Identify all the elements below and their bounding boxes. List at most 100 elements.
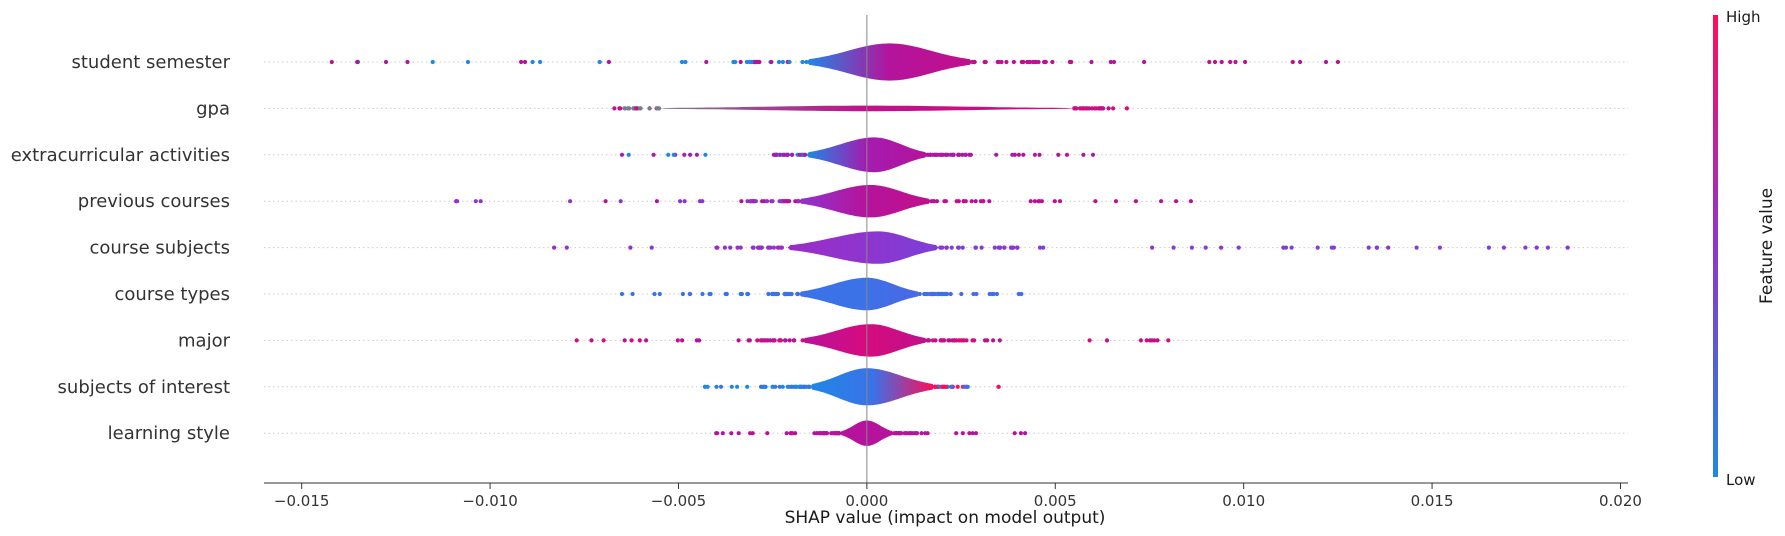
shap-point — [538, 59, 543, 65]
shap-point — [769, 59, 774, 65]
shap-point — [982, 59, 987, 65]
shap-point — [1108, 59, 1113, 65]
shap-point — [705, 384, 710, 389]
shap-point — [1111, 59, 1117, 65]
shap-point — [748, 199, 754, 204]
shap-point — [1057, 199, 1063, 204]
feature-row: gpa — [196, 98, 1628, 119]
colorbar: High Low Feature value — [1713, 8, 1777, 489]
shap-point — [899, 431, 904, 436]
shap-point — [1015, 245, 1020, 250]
shap-point — [478, 199, 483, 204]
violin-shape — [806, 43, 973, 81]
shap-point — [651, 152, 656, 157]
shap-point — [1111, 106, 1116, 111]
x-tick-label: 0.000 — [845, 492, 888, 510]
shap-point — [654, 199, 660, 204]
shap-point — [1067, 59, 1072, 65]
shap-point — [948, 291, 953, 297]
shap-point — [780, 59, 786, 65]
shap-point — [1534, 245, 1539, 250]
shap-point — [634, 106, 639, 111]
shap-point — [680, 291, 686, 297]
feature-label: major — [178, 330, 231, 351]
shap-point — [971, 291, 976, 297]
shap-point — [774, 152, 779, 157]
shap-point — [991, 338, 996, 343]
shap-point — [925, 338, 930, 343]
shap-point — [969, 199, 974, 204]
shap-point — [822, 431, 827, 436]
shap-point — [917, 291, 922, 297]
shap-point — [1124, 106, 1129, 111]
shap-point — [973, 431, 979, 436]
shap-point — [750, 431, 755, 436]
shap-point — [657, 106, 662, 111]
feature-row: previous courses — [78, 185, 1628, 218]
shap-point — [704, 59, 709, 65]
shap-point — [960, 431, 965, 436]
shap-point — [1174, 199, 1179, 204]
colorbar-gradient — [1713, 15, 1718, 477]
shap-point — [1093, 199, 1098, 204]
shap-point — [961, 199, 966, 204]
shap-point — [1050, 59, 1055, 65]
shap-point — [1501, 245, 1506, 250]
shap-point — [1523, 245, 1528, 250]
shap-point — [666, 152, 671, 157]
shap-point — [1032, 59, 1037, 65]
shap-point — [1028, 199, 1033, 204]
shap-point — [746, 338, 751, 343]
feature-row: course types — [115, 277, 1628, 311]
shap-point — [522, 59, 528, 65]
shap-point — [753, 199, 759, 204]
shap-point — [790, 152, 795, 157]
shap-point — [589, 338, 594, 343]
shap-point — [678, 199, 683, 204]
shap-point — [1052, 199, 1057, 204]
shap-point — [383, 59, 389, 65]
shap-point — [991, 291, 996, 297]
shap-point — [405, 59, 410, 65]
x-tick-label: 0.020 — [1599, 492, 1642, 510]
shap-point — [1041, 245, 1046, 250]
shap-point — [784, 431, 789, 436]
shap-point — [944, 245, 949, 250]
shap-point — [770, 338, 776, 343]
shap-point — [552, 245, 557, 250]
colorbar-title: Feature value — [1757, 188, 1777, 304]
shap-point — [657, 291, 662, 297]
shap-point — [954, 431, 959, 436]
shap-point — [1545, 245, 1550, 250]
shap-point — [1089, 106, 1094, 111]
shap-point — [749, 59, 754, 65]
shap-point — [1081, 152, 1086, 157]
x-tick-label: 0.005 — [1034, 492, 1077, 510]
shap-point — [830, 431, 835, 436]
feature-label: subjects of interest — [58, 377, 230, 398]
shap-point — [700, 199, 705, 204]
shap-point — [1171, 245, 1176, 250]
feature-row: student semester — [71, 43, 1628, 81]
shap-point — [735, 384, 740, 389]
shap-point — [688, 152, 693, 157]
shap-point — [1323, 59, 1329, 65]
shap-point — [1329, 245, 1334, 250]
shap-point — [968, 152, 974, 157]
shap-point — [766, 245, 772, 250]
shap-point — [736, 338, 741, 343]
shap-point — [714, 384, 719, 389]
shap-point — [739, 199, 744, 204]
shap-point — [948, 384, 954, 389]
shap-point — [1087, 338, 1092, 343]
shap-point — [630, 291, 635, 297]
shap-point — [612, 106, 617, 111]
shap-point — [974, 291, 979, 297]
shap-point — [1002, 245, 1007, 250]
shap-point — [601, 338, 606, 343]
shap-point — [682, 199, 687, 204]
shap-point — [778, 338, 783, 343]
feature-label: course types — [115, 284, 230, 305]
shap-point — [970, 338, 975, 343]
shap-point — [1012, 431, 1017, 436]
